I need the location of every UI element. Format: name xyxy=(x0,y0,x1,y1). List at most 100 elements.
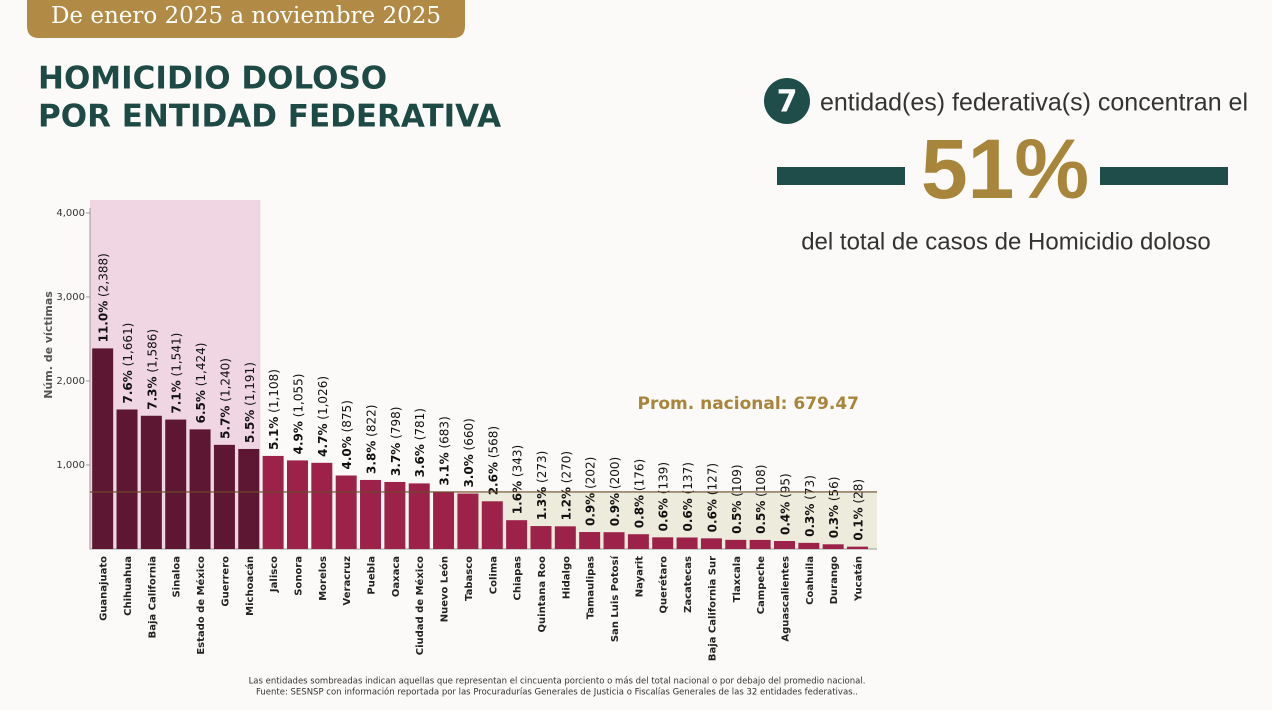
share-label: 1.2% xyxy=(559,487,573,520)
badge-circle xyxy=(764,78,810,124)
bar xyxy=(700,538,722,549)
share-label: 4.9% xyxy=(291,421,305,454)
x-tick-label: Guerrero xyxy=(220,556,231,607)
x-tick-label: Ciudad de México xyxy=(414,556,426,655)
bar xyxy=(676,537,698,549)
value-label: (1,424) xyxy=(194,343,208,387)
period: De enero 2025 a noviembre 2025 xyxy=(51,3,441,29)
share-label: 4.0% xyxy=(340,436,354,469)
badge: 7 xyxy=(777,85,798,120)
average-label: Prom. nacional: 679.47 xyxy=(638,394,860,414)
share-label: 0.8% xyxy=(632,495,646,528)
share-label: 5.7% xyxy=(218,406,232,439)
bar xyxy=(481,501,503,549)
value-label: (1,191) xyxy=(242,362,256,406)
bar xyxy=(822,544,844,549)
x-tick-label: Yucatán xyxy=(853,556,865,602)
data-label: 1.6% (343) xyxy=(510,445,524,514)
x-tick-label: Oaxaca xyxy=(391,556,402,597)
data-label: 5.7% (1,240) xyxy=(218,358,232,439)
value-label: (108) xyxy=(754,465,768,497)
data-label: 3.0% (660) xyxy=(461,418,475,487)
bar xyxy=(530,526,552,549)
y-tick-label: 3,000 xyxy=(56,292,85,303)
data-label: 0.3% (73) xyxy=(802,475,816,537)
share-label: 4.7% xyxy=(315,424,329,457)
value-label: (683) xyxy=(437,416,451,448)
value-label: (1,108) xyxy=(267,369,281,413)
share-label: 6.5% xyxy=(194,390,208,423)
share-label: 5.5% xyxy=(242,410,256,443)
data-label: 11.0% (2,388) xyxy=(96,253,110,342)
x-tick-label: Tabasco xyxy=(464,556,475,601)
data-label: 0.5% (109) xyxy=(729,464,743,533)
data-label: 4.9% (1,055) xyxy=(291,374,305,455)
rule xyxy=(1100,167,1228,185)
data-label: 0.4% (95) xyxy=(778,473,792,535)
data-label: 0.9% (202) xyxy=(583,457,597,526)
bar xyxy=(554,526,576,549)
share-label: 0.9% xyxy=(608,493,622,526)
bar xyxy=(798,542,820,549)
data-label: 7.6% (1,661) xyxy=(121,323,135,404)
value-label: (28) xyxy=(851,479,865,504)
value-label: (568) xyxy=(486,426,500,458)
value-label: (270) xyxy=(559,451,573,483)
share-label: 0.9% xyxy=(583,493,597,526)
x-tick-label: Veracruz xyxy=(342,556,353,606)
x-tick-label: Sonora xyxy=(293,556,304,596)
share-label: 3.1% xyxy=(437,452,451,485)
bar xyxy=(213,444,235,549)
bar xyxy=(360,479,382,549)
value-label: (273) xyxy=(534,451,548,483)
data-label: 3.6% (781) xyxy=(413,408,427,477)
bar xyxy=(262,455,284,549)
bar xyxy=(286,460,308,549)
bar xyxy=(847,546,869,549)
value-label: (127) xyxy=(705,463,719,495)
share-label: 0.3% xyxy=(827,505,841,538)
bar xyxy=(773,541,795,549)
x-tick-label: Nuevo León xyxy=(439,556,451,622)
x-tick-label: Querétaro xyxy=(658,556,670,614)
x-tick-label: Puebla xyxy=(367,556,378,595)
value-label: (343) xyxy=(510,445,524,477)
data-label: 5.5% (1,191) xyxy=(242,362,256,443)
data-label: 4.0% (875) xyxy=(340,400,354,469)
data-label: 7.3% (1,586) xyxy=(145,329,159,410)
x-tick-label: Colima xyxy=(488,556,499,594)
x-tick-label: Estado de México xyxy=(195,556,207,655)
data-label: 0.3% (56) xyxy=(827,477,841,539)
share-label: 7.1% xyxy=(169,380,183,413)
bar xyxy=(579,532,601,549)
x-tick-label: Morelos xyxy=(318,556,329,601)
y-axis-label: Núm. de víctimas xyxy=(42,291,55,399)
data-label: 4.7% (1,026) xyxy=(315,376,329,457)
x-tick-label: San Luis Potosí xyxy=(609,555,621,642)
title-line: POR ENTIDAD FEDERATIVA xyxy=(38,99,501,135)
share-label: 3.6% xyxy=(413,444,427,477)
value-label: (875) xyxy=(340,400,354,432)
bar xyxy=(506,520,528,549)
data-label: 0.6% (127) xyxy=(705,463,719,532)
data-label: 0.9% (200) xyxy=(608,457,622,526)
value-label: (109) xyxy=(729,464,743,496)
bar xyxy=(384,481,406,549)
share-label: 7.3% xyxy=(145,376,159,409)
bar xyxy=(116,409,138,549)
value-label: (798) xyxy=(388,407,402,439)
data-label: 3.7% (798) xyxy=(388,407,402,476)
share-label: 0.5% xyxy=(729,501,743,534)
bar xyxy=(311,462,333,549)
bar xyxy=(603,532,625,549)
share-label: 5.1% xyxy=(267,417,281,450)
x-tick-label: Baja California Sur xyxy=(707,556,718,661)
share-label: 11.0% xyxy=(96,301,110,343)
share-label: 3.8% xyxy=(364,441,378,474)
bar xyxy=(238,448,260,549)
x-tick-label: Hidalgo xyxy=(561,556,572,599)
bar xyxy=(725,539,747,549)
value-label: (1,055) xyxy=(291,374,305,418)
value-label: (1,240) xyxy=(218,358,232,402)
